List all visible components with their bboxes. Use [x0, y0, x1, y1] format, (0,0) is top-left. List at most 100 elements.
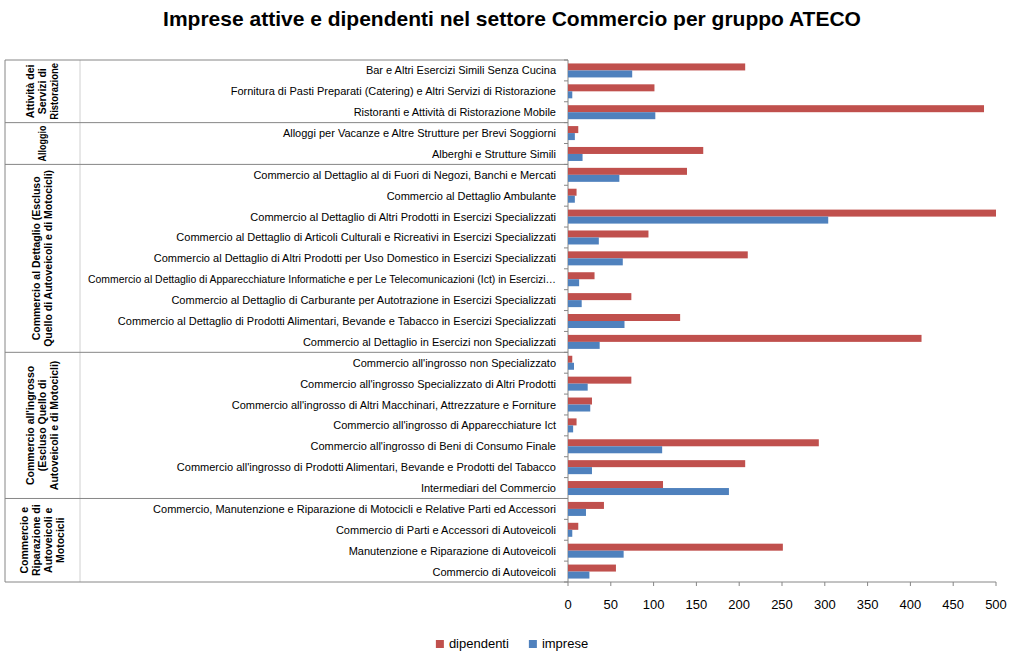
- category-label: Commercio, Manutenzione e Riparazione di…: [153, 503, 556, 515]
- bar: [568, 126, 578, 133]
- legend-item: imprese: [529, 636, 588, 651]
- x-axis: 050100150200250300350400450500: [564, 582, 1006, 612]
- bar: [568, 272, 595, 279]
- group-label: Commercio al Dettaglio (EsclusoQuello di…: [30, 170, 54, 347]
- bar: [568, 112, 655, 119]
- x-tick: [996, 582, 997, 586]
- category-tick: [564, 435, 568, 436]
- x-tick-label: 450: [942, 597, 964, 612]
- bar: [568, 105, 984, 112]
- x-tick: [610, 582, 611, 586]
- bar: [568, 300, 582, 307]
- category-label: Commercio al Dettaglio di Altri Prodotti…: [154, 252, 556, 264]
- group-label: Alloggio: [36, 126, 48, 162]
- bar: [568, 335, 922, 342]
- bar: [568, 467, 592, 474]
- x-tick-label: 300: [814, 597, 836, 612]
- bar: [568, 70, 632, 77]
- x-tick: [696, 582, 697, 586]
- group-separator: [5, 352, 568, 353]
- legend-item: dipendenti: [436, 636, 509, 651]
- bar: [568, 356, 572, 363]
- category-tick: [564, 206, 568, 207]
- bar: [568, 488, 729, 495]
- category-tick: [564, 477, 568, 478]
- bar: [568, 425, 573, 432]
- category-tick: [564, 268, 568, 269]
- category-tick: [564, 331, 568, 332]
- bar: [568, 509, 586, 516]
- bar: [568, 189, 577, 196]
- category-tick: [564, 227, 568, 228]
- legend-swatch: [436, 640, 444, 648]
- title: Imprese attive e dipendenti nel settore …: [163, 7, 861, 30]
- x-tick-label: 350: [857, 597, 879, 612]
- bar: [568, 405, 590, 412]
- category-tick: [564, 582, 568, 583]
- category-label: Commercio al Dettaglio di Articoli Cultu…: [176, 231, 556, 243]
- category-tick: [564, 373, 568, 374]
- bar: [568, 91, 572, 98]
- group-label: Commercio eRiparazione diAutoveicoli eMo…: [18, 504, 66, 576]
- bar: [568, 251, 748, 258]
- group-separator: [5, 122, 568, 123]
- category-tick: [564, 143, 568, 144]
- bar: [568, 377, 631, 384]
- category-label: Commercio di Autoveicoli: [433, 566, 557, 578]
- bar: [568, 363, 574, 370]
- bar: [568, 398, 592, 405]
- x-tick-label: 150: [686, 597, 708, 612]
- bar: [568, 314, 680, 321]
- category-tick: [564, 540, 568, 541]
- legend-label: imprese: [542, 636, 588, 651]
- bar: [568, 175, 619, 182]
- x-tick-label: 50: [604, 597, 618, 612]
- group-label-line: Riparazione di: [30, 504, 42, 576]
- category-label: Fornitura di Pasti Preparati (Catering) …: [231, 85, 556, 97]
- x-tick: [739, 582, 740, 586]
- bar: [568, 154, 583, 161]
- category-label: Bar e Altri Esercizi Simili Senza Cucina: [366, 64, 557, 76]
- category-label: Commercio all'ingrosso di Prodotti Alime…: [177, 461, 556, 473]
- category-label: Commercio al Dettaglio di Apparecchiatur…: [88, 273, 556, 285]
- category-label: Alloggi per Vacanze e Altre Strutture pe…: [283, 127, 556, 139]
- category-label: Commercio all'ingrosso di Beni di Consum…: [311, 440, 556, 452]
- group-label-line: Commercio e: [18, 507, 30, 574]
- category-tick: [564, 289, 568, 290]
- group-label-line: Autoveicoli e di Motocicli): [48, 361, 60, 491]
- legend-swatch: [529, 640, 537, 648]
- bar: [568, 321, 624, 328]
- bar: [568, 147, 703, 154]
- bar: [568, 446, 662, 453]
- bar: [568, 565, 616, 572]
- category-label: Commercio al Dettaglio in Esercizi non S…: [303, 336, 556, 348]
- category-label: Commercio di Parti e Accessori di Autove…: [336, 524, 556, 536]
- category-label: Commercio al Dettaglio di Altri Prodotti…: [250, 211, 556, 223]
- group-separator: [5, 164, 568, 165]
- x-tick: [653, 582, 654, 586]
- category-label: Alberghi e Strutture Simili: [432, 148, 556, 160]
- category-tick: [564, 247, 568, 248]
- group-label-line: Quello di Autoveicoli e di Motocicli): [42, 170, 54, 347]
- category-label: Manutenzione e Riparazione di Autoveicol…: [349, 545, 556, 557]
- x-tick: [867, 582, 868, 586]
- bar: [568, 460, 745, 467]
- legend-label: dipendenti: [449, 636, 509, 651]
- x-tick-label: 400: [900, 597, 922, 612]
- group-separator: [5, 498, 568, 499]
- category-label: Commercio all'ingrosso di Apparecchiatur…: [333, 419, 556, 431]
- category-tick: [564, 498, 568, 499]
- category-label: Commercio al Dettaglio di Carburante per…: [171, 294, 556, 306]
- bar: [568, 551, 624, 558]
- category-label: Commercio al Dettaglio al di Fuori di Ne…: [253, 169, 556, 181]
- table-border: [80, 60, 81, 582]
- bars: [568, 63, 996, 578]
- bar: [568, 279, 579, 286]
- group-label-line: Ristorazione: [48, 63, 60, 120]
- bar: [568, 237, 599, 244]
- bar: [568, 63, 745, 70]
- legend: dipendenti imprese: [436, 636, 588, 651]
- x-tick: [782, 582, 783, 586]
- category-tick: [564, 414, 568, 415]
- category-tick: [564, 352, 568, 353]
